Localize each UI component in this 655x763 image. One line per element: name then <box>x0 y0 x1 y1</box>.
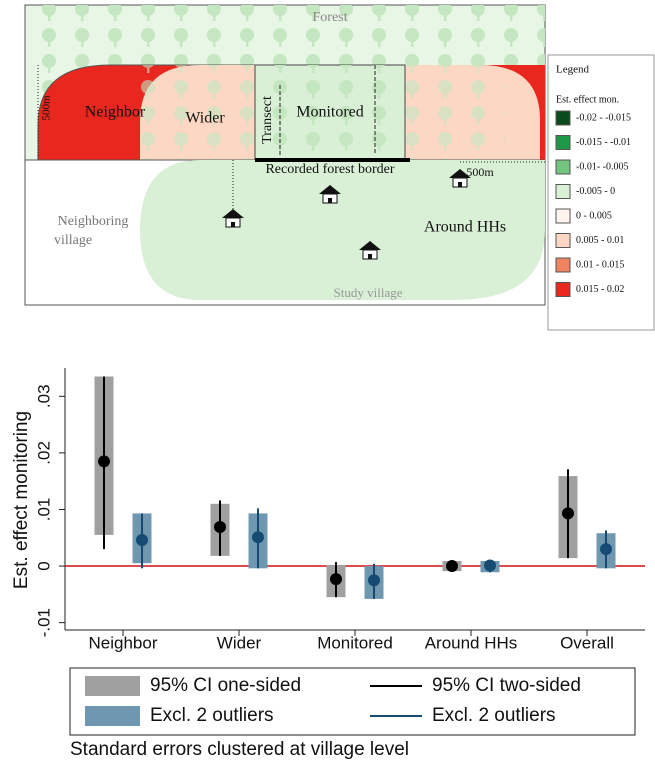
wider-trees-right <box>405 65 505 160</box>
label: Neighboring <box>58 214 129 229</box>
label: Recorded forest border <box>265 162 394 177</box>
chart: Est. effect monitoring Standard errors c… <box>11 368 645 760</box>
point-estimate <box>252 531 264 543</box>
legend-label: 0.015 - 0.02 <box>576 284 624 295</box>
y-tick-label: 0 <box>34 561 53 570</box>
label: 500m <box>41 95 53 121</box>
label: Transect <box>260 96 275 144</box>
legend-title: Legend <box>556 64 589 76</box>
y-tick-label: .01 <box>34 498 53 522</box>
label: Monitored <box>296 104 364 121</box>
legend-label: -0.005 - 0 <box>576 186 615 197</box>
legend-label: 0 - 0.005 <box>576 210 612 221</box>
point-estimate <box>136 534 148 546</box>
point-estimate <box>600 543 612 555</box>
legend-swatch <box>556 283 570 297</box>
y-tick-label: -.01 <box>34 608 53 637</box>
label: village <box>54 233 92 248</box>
legend-label: 95% CI one-sided <box>150 675 301 696</box>
y-tick-label: .02 <box>34 441 53 465</box>
x-tick-label: Neighbor <box>89 633 158 652</box>
legend-swatch <box>556 234 570 248</box>
y-axis-label: Est. effect monitoring <box>11 411 32 589</box>
legend-swatch <box>556 209 570 223</box>
label: 500m <box>466 165 494 179</box>
legend-swatch <box>556 185 570 199</box>
legend-label: -0.01- -0.005 <box>576 161 629 172</box>
point-estimate <box>484 559 496 571</box>
legend-swatch <box>85 676 140 696</box>
point-estimate <box>330 573 342 585</box>
legend-label: 0.005 - 0.01 <box>576 235 624 246</box>
legend-swatch <box>556 258 570 272</box>
label: Around HHs <box>424 219 506 236</box>
point-estimate <box>562 507 574 519</box>
label: Neighbor <box>85 104 146 121</box>
x-tick-label: Wider <box>217 633 262 652</box>
legend-swatch <box>556 160 570 174</box>
legend-swatch <box>556 136 570 150</box>
label: Forest <box>313 10 348 25</box>
diagram: Forest Neighbor Wider Monitored Transect… <box>25 5 654 330</box>
legend-label: Excl. 2 outliers <box>150 705 274 726</box>
legend-label: -0.02 - -0.015 <box>576 112 631 123</box>
point-estimate <box>446 560 458 572</box>
point-estimate <box>98 455 110 467</box>
point-estimate <box>214 521 226 533</box>
note: Standard errors clustered at village lev… <box>70 739 409 760</box>
point-estimate <box>368 574 380 586</box>
legend-label: 0.01 - 0.015 <box>576 259 624 270</box>
legend-subtitle: Est. effect mon. <box>556 94 619 105</box>
legend-swatch <box>85 706 140 726</box>
x-tick-label: Overall <box>560 633 614 652</box>
legend-label: Excl. 2 outliers <box>432 705 556 726</box>
y-tick-label: .03 <box>34 384 53 408</box>
x-tick-label: Monitored <box>317 633 393 652</box>
figure: Forest Neighbor Wider Monitored Transect… <box>0 0 655 763</box>
page: Forest Neighbor Wider Monitored Transect… <box>0 0 655 763</box>
x-tick-label: Around HHs <box>425 633 518 652</box>
label: Wider <box>185 110 225 127</box>
label: Study village <box>334 285 403 300</box>
legend-label: 95% CI two-sided <box>432 675 581 696</box>
legend-label: -0.015 - -0.01 <box>576 137 631 148</box>
legend-swatch <box>556 111 570 125</box>
